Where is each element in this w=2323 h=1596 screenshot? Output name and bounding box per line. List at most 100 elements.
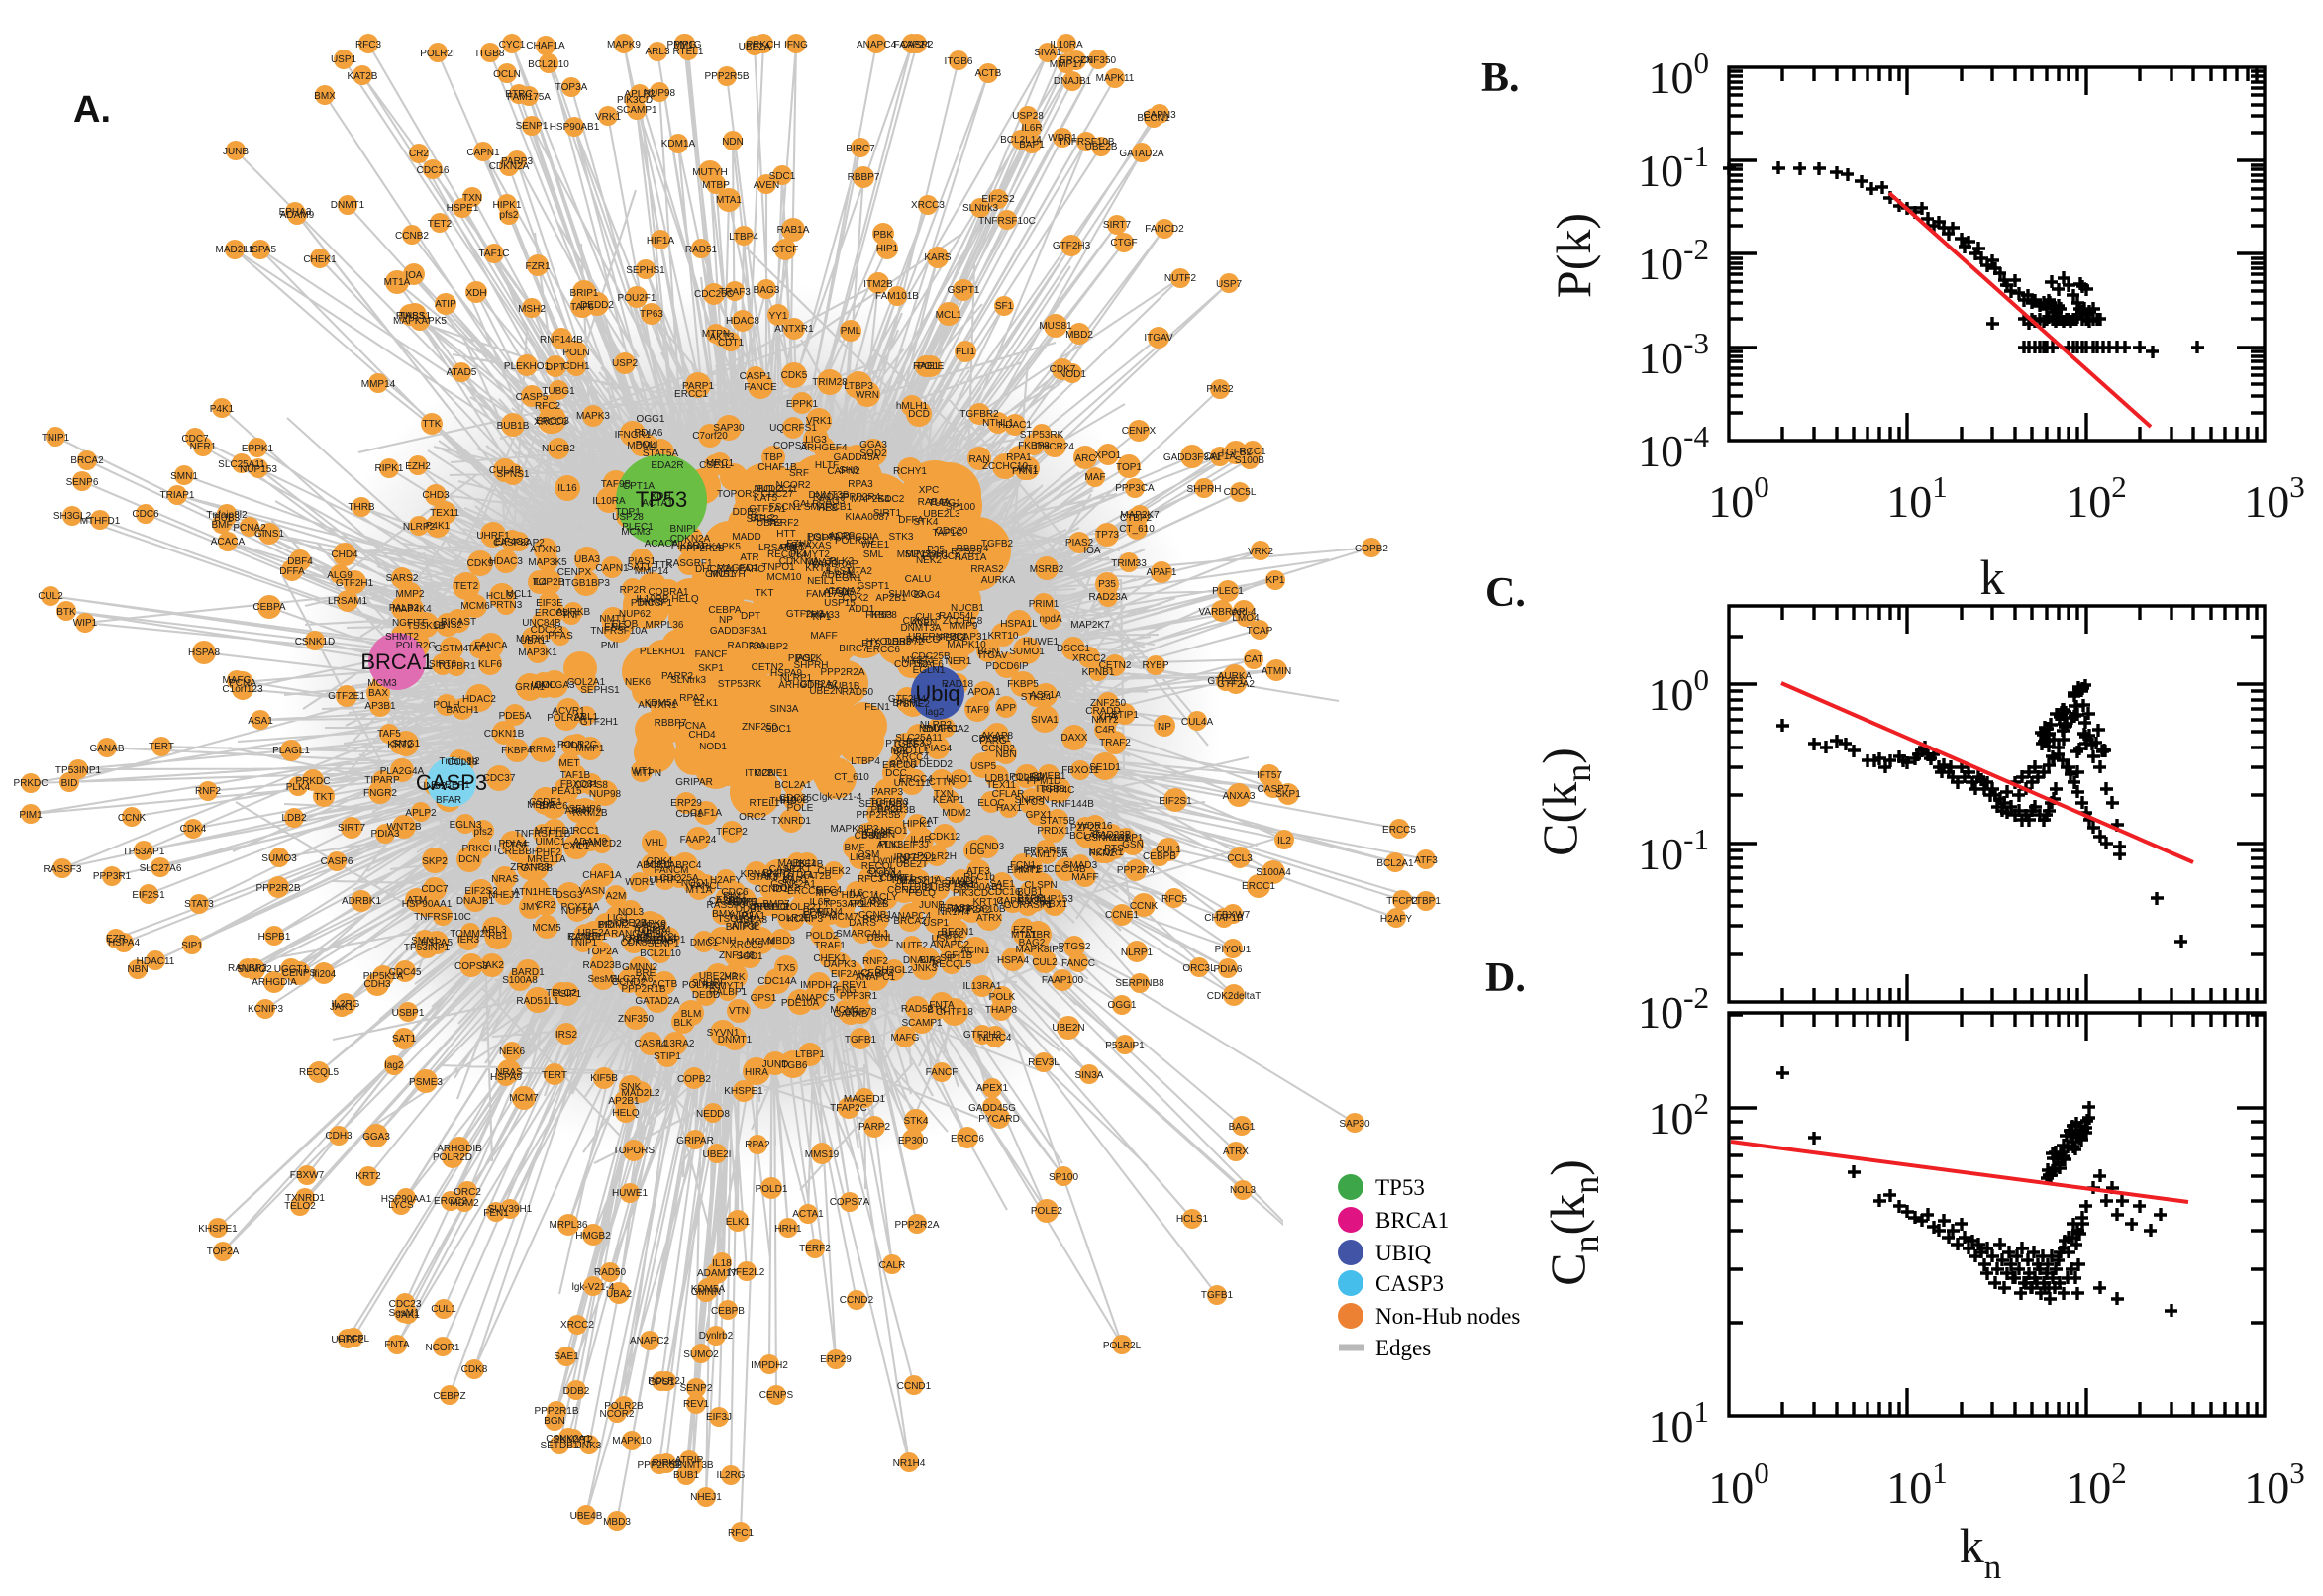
svg-text:GADD3F3A1: GADD3F3A1 xyxy=(710,626,768,637)
svg-text:PRKDC: PRKDC xyxy=(13,778,48,789)
svg-text:CCND2: CCND2 xyxy=(840,1295,874,1306)
svg-text:AURKA: AURKA xyxy=(981,575,1016,586)
svg-text:PLK4: PLK4 xyxy=(286,782,311,793)
svg-text:IMPDH2: IMPDH2 xyxy=(751,1360,788,1371)
svg-text:IL2RG: IL2RG xyxy=(717,1470,746,1481)
svg-text:ADRBK1: ADRBK1 xyxy=(342,896,381,907)
svg-text:SHPRH: SHPRH xyxy=(1186,484,1221,495)
svg-text:HIP1: HIP1 xyxy=(876,244,899,254)
svg-text:RAD51: RAD51 xyxy=(685,245,718,255)
svg-text:MMP2: MMP2 xyxy=(396,589,425,600)
svg-text:MADD: MADD xyxy=(732,532,760,543)
svg-text:STK3: STK3 xyxy=(888,532,913,543)
svg-text:MAPK11: MAPK11 xyxy=(1096,73,1135,84)
svg-text:NHEJ1: NHEJ1 xyxy=(690,1492,722,1503)
svg-text:MAD1L1: MAD1L1 xyxy=(891,746,930,756)
svg-text:CDH3: CDH3 xyxy=(325,1131,353,1142)
svg-text:REV1: REV1 xyxy=(683,1399,710,1410)
svg-text:NDN: NDN xyxy=(722,137,744,148)
svg-text:SMG1: SMG1 xyxy=(392,739,421,749)
svg-text:ORC2: ORC2 xyxy=(739,812,766,823)
svg-text:FAAP24: FAAP24 xyxy=(680,835,717,846)
svg-text:DNAJA3: DNAJA3 xyxy=(903,955,942,966)
svg-text:NFE2L2: NFE2L2 xyxy=(729,1267,765,1278)
svg-text:TEX11: TEX11 xyxy=(430,508,459,519)
svg-text:BCL2A1: BCL2A1 xyxy=(774,780,812,791)
svg-text:IL13RA1: IL13RA1 xyxy=(963,981,1002,992)
svg-text:IL2: IL2 xyxy=(1277,836,1291,847)
svg-text:HYOU1: HYOU1 xyxy=(866,637,901,648)
svg-text:CDKN1B: CDKN1B xyxy=(484,729,525,740)
svg-text:RANBP2: RANBP2 xyxy=(228,963,267,974)
svg-text:SCAMP1: SCAMP1 xyxy=(901,1018,943,1029)
svg-text:CLSPN: CLSPN xyxy=(1024,880,1057,891)
svg-text:SKP2: SKP2 xyxy=(422,856,448,867)
svg-text:MAP2K7: MAP2K7 xyxy=(1120,510,1160,521)
svg-text:MAPK3: MAPK3 xyxy=(576,411,610,422)
svg-text:TP53AP1: TP53AP1 xyxy=(123,847,165,857)
svg-text:Dynlrb2: Dynlrb2 xyxy=(699,1331,734,1342)
svg-text:POLN: POLN xyxy=(562,348,589,358)
svg-text:SAP30: SAP30 xyxy=(1339,1119,1370,1130)
svg-text:CD53: CD53 xyxy=(879,873,905,884)
svg-text:ANAPC2: ANAPC2 xyxy=(630,1336,669,1347)
svg-text:NRAS: NRAS xyxy=(491,874,519,885)
svg-text:RPA2: RPA2 xyxy=(679,693,705,704)
svg-text:RRM2: RRM2 xyxy=(529,745,557,755)
svg-text:TRIM33: TRIM33 xyxy=(804,610,840,621)
svg-text:ELOB: ELOB xyxy=(612,619,639,630)
svg-text:DSCC1: DSCC1 xyxy=(1057,644,1090,654)
svg-text:UIMC1: UIMC1 xyxy=(535,837,566,848)
svg-text:MAP3K5: MAP3K5 xyxy=(528,557,567,568)
svg-text:SUMO1: SUMO1 xyxy=(1009,647,1045,657)
svg-text:SAE1: SAE1 xyxy=(554,1351,579,1362)
svg-text:BUB1B: BUB1B xyxy=(497,421,530,432)
svg-text:FLI1: FLI1 xyxy=(956,347,975,357)
svg-text:ANAPC4: ANAPC4 xyxy=(857,40,896,50)
svg-text:CR2: CR2 xyxy=(409,149,429,159)
svg-text:MAFF: MAFF xyxy=(810,631,837,642)
svg-text:MAFF: MAFF xyxy=(1071,872,1098,883)
svg-text:OGG1: OGG1 xyxy=(1108,1000,1137,1011)
svg-text:LDB1: LDB1 xyxy=(984,773,1009,784)
svg-text:DNAJB1: DNAJB1 xyxy=(456,896,495,907)
svg-text:NEDD8: NEDD8 xyxy=(696,1109,730,1120)
svg-text:NUP153: NUP153 xyxy=(240,464,277,475)
svg-text:HSP90AB1: HSP90AB1 xyxy=(550,122,600,133)
svg-text:ATN1HEB: ATN1HEB xyxy=(513,887,558,898)
svg-text:APLP2: APLP2 xyxy=(624,89,656,100)
svg-text:XPO1: XPO1 xyxy=(1095,450,1122,461)
svg-text:CDC5L: CDC5L xyxy=(1224,487,1257,498)
svg-text:ITGB8: ITGB8 xyxy=(476,49,505,59)
svg-text:CUL1: CUL1 xyxy=(431,1304,456,1315)
svg-text:CDH1: CDH1 xyxy=(562,361,590,372)
svg-text:UBE2L3: UBE2L3 xyxy=(923,509,960,520)
svg-text:KHSPE1: KHSPE1 xyxy=(724,1086,763,1097)
svg-text:GTF2H3: GTF2H3 xyxy=(1053,241,1091,251)
svg-text:ITM2B: ITM2B xyxy=(745,768,774,779)
svg-text:KLF6: KLF6 xyxy=(478,659,502,670)
svg-text:CDK12: CDK12 xyxy=(929,832,961,843)
svg-text:PPP2R4: PPP2R4 xyxy=(1117,865,1156,876)
svg-text:RAB4A: RAB4A xyxy=(918,497,951,508)
svg-text:NER1: NER1 xyxy=(190,442,217,452)
svg-text:ELK1: ELK1 xyxy=(726,1217,751,1228)
svg-text:LTBP4: LTBP4 xyxy=(729,232,758,243)
svg-text:PARP2: PARP2 xyxy=(858,1122,890,1133)
svg-text:BAP1: BAP1 xyxy=(1019,140,1045,150)
svg-text:TGFBR1: TGFBR1 xyxy=(437,661,476,672)
svg-text:ORC3L: ORC3L xyxy=(1182,963,1216,974)
svg-text:CUL1: CUL1 xyxy=(1156,845,1181,855)
svg-text:PPP2R5B: PPP2R5B xyxy=(704,71,749,82)
svg-text:NCOR1: NCOR1 xyxy=(425,1343,459,1353)
svg-text:POLR2D: POLR2D xyxy=(433,1152,472,1163)
svg-text:CDC20: CDC20 xyxy=(936,526,968,537)
svg-text:NOD1: NOD1 xyxy=(1059,369,1086,380)
svg-text:GRIPAR: GRIPAR xyxy=(675,777,713,788)
svg-text:BUB1B: BUB1B xyxy=(828,681,860,692)
svg-text:TP73: TP73 xyxy=(1095,530,1119,541)
svg-text:SDC1: SDC1 xyxy=(765,724,792,735)
svg-text:P4K1: P4K1 xyxy=(210,404,235,415)
svg-text:MAPK8IP3: MAPK8IP3 xyxy=(1016,945,1064,955)
svg-text:MDM2: MDM2 xyxy=(450,1198,479,1209)
